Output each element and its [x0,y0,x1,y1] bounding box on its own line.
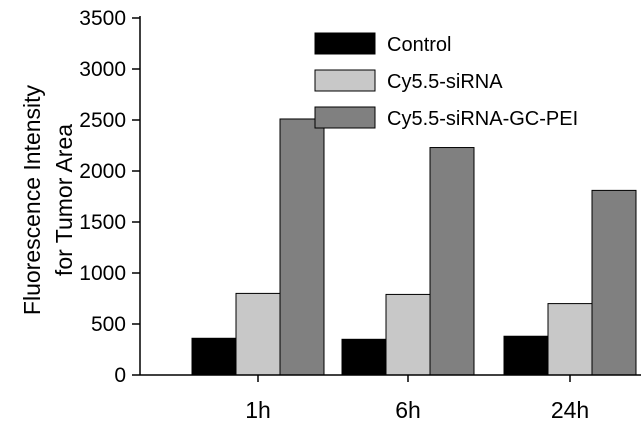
legend: Control Cy5.5-siRNA Cy5.5-siRNA-GC-PEI [314,32,578,130]
y-tick-label: 1500 [79,211,126,234]
y-tick-label: 3000 [79,58,126,81]
x-tick-label: 6h [395,397,421,423]
bar-control-6h [341,338,387,376]
y-tick-label: 3500 [79,7,126,30]
y-tick-label: 1000 [79,262,126,285]
x-tick-label: 24h [551,397,589,423]
legend-swatch [314,69,376,92]
legend-label: Cy5.5-siRNA [387,71,503,93]
bars [191,118,637,376]
legend-swatch [314,32,376,55]
y-tick-label: 500 [91,313,126,336]
bar-control-24h [503,335,549,376]
legend-label: Cy5.5-siRNA-GC-PEI [387,108,578,130]
y-axis-title-line-2: for Tumor Area [51,124,77,276]
legend-swatch [314,106,376,129]
y-tick-label: 2000 [79,160,126,183]
x-axis: 1h 6h 24h [245,375,589,423]
bar-cy5-5-sirna-1h [235,292,281,376]
x-tick-label: 1h [245,397,271,423]
y-axis: 0 500 1000 1500 2000 2500 3000 3500 [79,7,140,387]
bar-cy5-5-sirna-gc-pei-6h [429,147,475,376]
bar-control-1h [191,337,237,376]
legend-label: Control [387,34,451,56]
y-axis-title-line-1: Fluorescence Intensity [19,84,45,315]
bar-cy5-5-sirna-6h [385,293,431,376]
bar-cy5-5-sirna-24h [547,303,593,376]
bar-cy5-5-sirna-gc-pei-24h [591,189,637,376]
y-tick-label: 2500 [79,109,126,132]
bar-cy5-5-sirna-gc-pei-1h [279,118,325,376]
y-tick-label: 0 [114,364,126,387]
